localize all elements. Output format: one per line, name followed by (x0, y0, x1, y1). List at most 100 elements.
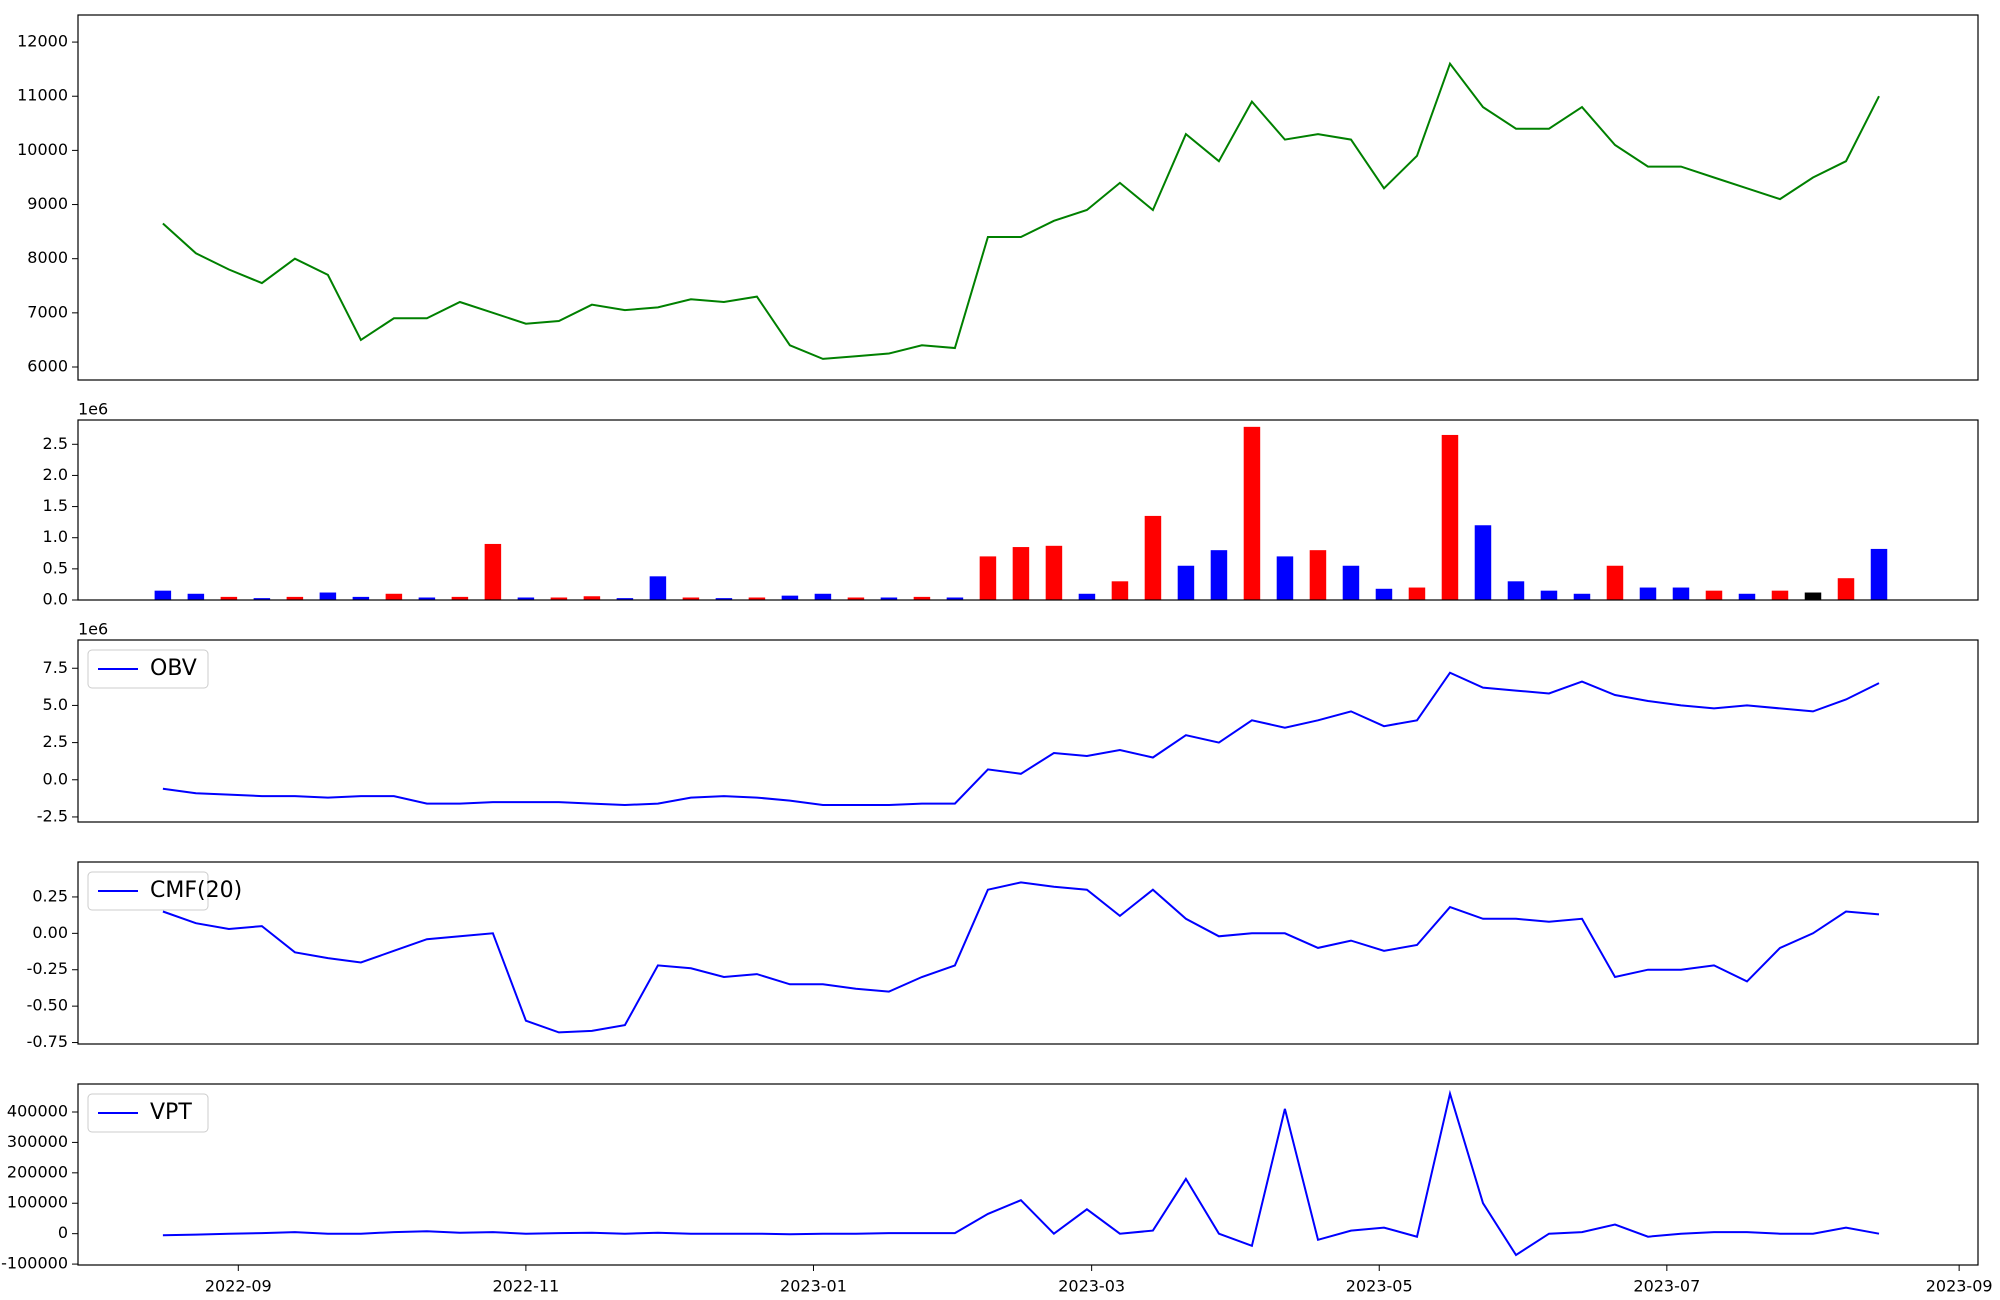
bar (847, 597, 865, 600)
x-tick-label: 2023-07 (1633, 1277, 1700, 1296)
bar (1375, 588, 1393, 600)
y-tick-label: 2.5 (43, 434, 68, 453)
axes-frame (77, 419, 1979, 601)
data-line (162, 61, 1880, 360)
axes-frame (77, 861, 1979, 1045)
bar (1342, 565, 1360, 600)
bar (253, 598, 271, 600)
bar (1210, 550, 1228, 600)
y-tick-label: 8000 (27, 248, 68, 267)
bar (616, 598, 634, 600)
y-tick-label: 7000 (27, 302, 68, 321)
bar (1639, 587, 1657, 600)
bar (220, 596, 238, 600)
y-tick-label: -0.50 (27, 996, 68, 1015)
legend-box (87, 871, 209, 911)
bar (781, 595, 799, 600)
axes-frame (77, 1083, 1979, 1266)
axes-frame (77, 639, 1979, 823)
y-tick-label: -100000 (1, 1254, 68, 1273)
bar (352, 596, 370, 600)
bar (418, 597, 436, 600)
bar (484, 543, 502, 600)
bar (814, 593, 832, 600)
bar (1078, 593, 1096, 600)
bar (1606, 565, 1624, 600)
x-tick-label: 2023-09 (1926, 1277, 1993, 1296)
bar (979, 556, 997, 600)
bar (385, 593, 403, 600)
x-tick-label: 2023-05 (1346, 1277, 1413, 1296)
bar (583, 596, 601, 600)
y-tick-label: 0.25 (32, 886, 68, 905)
bar (1507, 581, 1525, 600)
axes-frame (77, 14, 1979, 381)
y-tick-label: 12000 (17, 32, 68, 51)
bar (1705, 590, 1723, 600)
legend-box (87, 1093, 209, 1133)
bar (319, 592, 337, 600)
bar (1012, 547, 1030, 600)
y-tick-label: 11000 (17, 86, 68, 105)
offset-label: 1e6 (78, 620, 108, 639)
y-tick-label: 0.00 (32, 923, 68, 942)
bar (451, 596, 469, 600)
y-tick-label: 1.0 (43, 527, 68, 546)
bar (880, 597, 898, 600)
y-tick-label: -2.5 (37, 806, 68, 825)
legend-label: CMF(20) (150, 878, 242, 903)
y-tick-label: 0.0 (43, 769, 68, 788)
bar (187, 593, 205, 600)
bar (1870, 548, 1888, 600)
y-tick-label: 1.5 (43, 496, 68, 515)
x-tick-label: 2022-09 (205, 1277, 272, 1296)
y-tick-label: 5.0 (43, 695, 68, 714)
bar (154, 590, 172, 600)
bar (1144, 515, 1162, 600)
y-tick-label: 9000 (27, 194, 68, 213)
bar (946, 597, 964, 600)
y-tick-label: 2.0 (43, 465, 68, 484)
bar (1474, 525, 1492, 600)
y-tick-label: 0.0 (43, 590, 68, 609)
y-tick-label: 100000 (7, 1193, 68, 1212)
legend-label: OBV (150, 656, 197, 681)
bar (286, 596, 304, 600)
bar (1837, 578, 1855, 600)
data-line (162, 881, 1880, 1034)
y-tick-label: 7.5 (43, 658, 68, 677)
bar (550, 597, 568, 600)
legend-label: VPT (150, 1100, 192, 1125)
bar (1276, 556, 1294, 600)
bar (682, 597, 700, 600)
bar (1540, 590, 1558, 600)
y-tick-label: 300000 (7, 1132, 68, 1151)
y-tick-label: 2.5 (43, 732, 68, 751)
data-line (162, 1089, 1880, 1257)
offset-label: 1e6 (78, 400, 108, 419)
bar (1804, 592, 1822, 600)
bar (1309, 550, 1327, 600)
y-tick-label: -0.75 (27, 1032, 68, 1051)
x-tick-label: 2023-01 (780, 1277, 847, 1296)
bar (1672, 587, 1690, 600)
x-tick-label: 2022-11 (492, 1277, 559, 1296)
bar (1045, 545, 1063, 600)
bar (1441, 434, 1459, 600)
legend-box (87, 649, 209, 689)
bar (748, 597, 766, 600)
y-tick-label: 0 (58, 1223, 68, 1242)
y-tick-label: 0.5 (43, 558, 68, 577)
bar (1111, 581, 1129, 600)
bar (1573, 593, 1591, 600)
x-tick-label: 2023-03 (1058, 1277, 1125, 1296)
bar (1408, 587, 1426, 600)
bar (649, 576, 667, 600)
bar (1243, 426, 1261, 600)
bar (1771, 590, 1789, 600)
bar (913, 596, 931, 600)
bar (715, 598, 733, 600)
bar (517, 597, 535, 600)
y-tick-label: 200000 (7, 1162, 68, 1181)
